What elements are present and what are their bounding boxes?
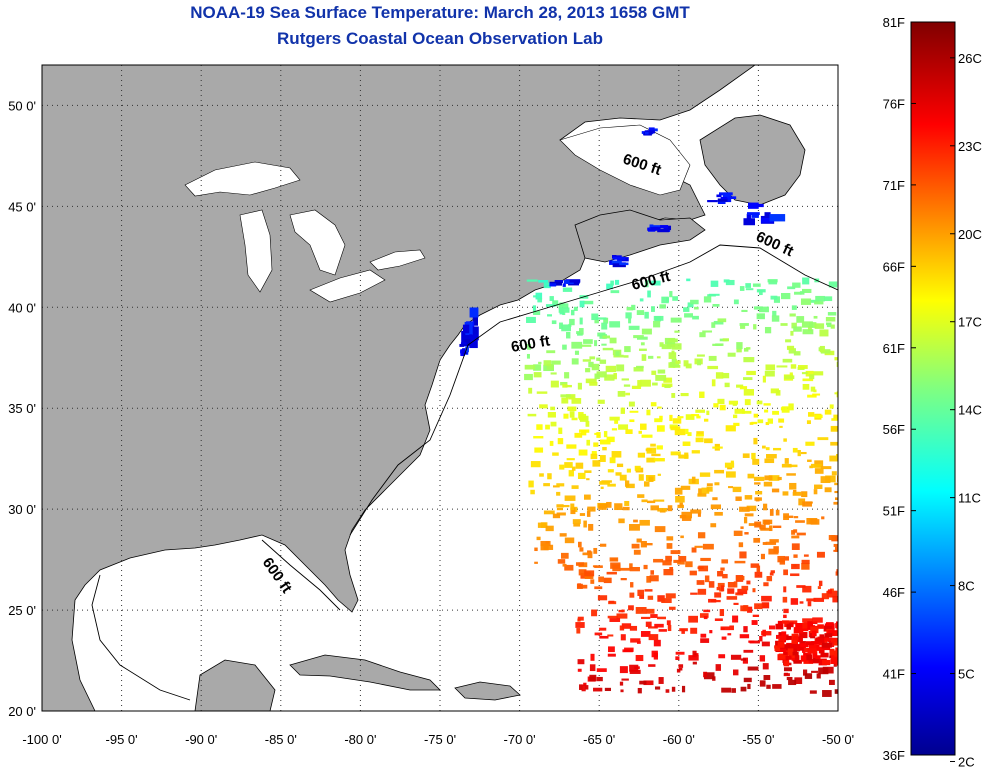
lat-tick-label: 20 0'	[8, 704, 36, 719]
lat-tick-label: 45 0'	[8, 199, 36, 214]
lon-tick-label: -80 0'	[344, 732, 376, 747]
colorbar-f-label: 76F	[883, 96, 905, 111]
colorbar-c-label: 17C	[958, 315, 982, 330]
lat-tick-label: 30 0'	[8, 502, 36, 517]
colorbar-c-label: 2C	[958, 755, 975, 770]
lon-tick-label: -85 0'	[265, 732, 297, 747]
lon-tick-label: -65 0'	[583, 732, 615, 747]
colorbar-f-label: 56F	[883, 422, 905, 437]
lat-tick-label: 40 0'	[8, 300, 36, 315]
maritimes-land	[574, 209, 706, 263]
contour-label: 600 ft	[510, 332, 552, 356]
colorbar-c-label: 11C	[958, 491, 981, 506]
colorbar-c-label: 8C	[958, 579, 975, 594]
colorbar-f-label: 71F	[883, 178, 905, 193]
lon-tick-label: -95 0'	[106, 732, 138, 747]
lat-tick-label: 25 0'	[8, 603, 36, 618]
colorbar-c-label: 20C	[958, 227, 982, 242]
map-title: NOAA-19 Sea Surface Temperature: March 2…	[190, 3, 690, 22]
lon-tick-label: -75 0'	[424, 732, 456, 747]
map-subtitle: Rutgers Coastal Ocean Observation Lab	[277, 29, 603, 48]
lon-tick-label: -60 0'	[663, 732, 695, 747]
colorbar-f-label: 51F	[883, 504, 905, 519]
newfoundland-land	[699, 114, 806, 206]
lon-tick-label: -90 0'	[185, 732, 217, 747]
lon-tick-label: -50 0'	[822, 732, 854, 747]
colorbar-c-label: 14C	[958, 403, 982, 418]
great-lakes	[184, 161, 426, 303]
lon-tick-label: -100 0'	[22, 732, 61, 747]
yucatan-land	[194, 659, 276, 711]
map-frame	[41, 64, 839, 712]
lon-tick-label: -70 0'	[504, 732, 536, 747]
colorbar-c-label: 5C	[958, 667, 975, 682]
colorbar-f-label: 46F	[883, 585, 905, 600]
colorbar-f-label: 36F	[883, 748, 905, 763]
lat-tick-label: 50 0'	[8, 98, 36, 113]
colorbar-f-label: 81F	[883, 15, 905, 30]
gulf-of-st-lawrence	[559, 124, 691, 196]
colorbar-f-label: 41F	[883, 667, 905, 682]
colorbar-f-label: 66F	[883, 259, 905, 274]
colorbar-f-label: 61F	[883, 341, 905, 356]
sst-data-layer	[459, 127, 838, 697]
colorbar-c-label: 23C	[958, 139, 982, 154]
colorbar	[910, 21, 956, 756]
600ft-contour	[91, 244, 838, 701]
lat-tick-label: 35 0'	[8, 401, 36, 416]
lon-tick-label: -55 0'	[742, 732, 774, 747]
colorbar-c-label: 26C	[958, 51, 982, 66]
